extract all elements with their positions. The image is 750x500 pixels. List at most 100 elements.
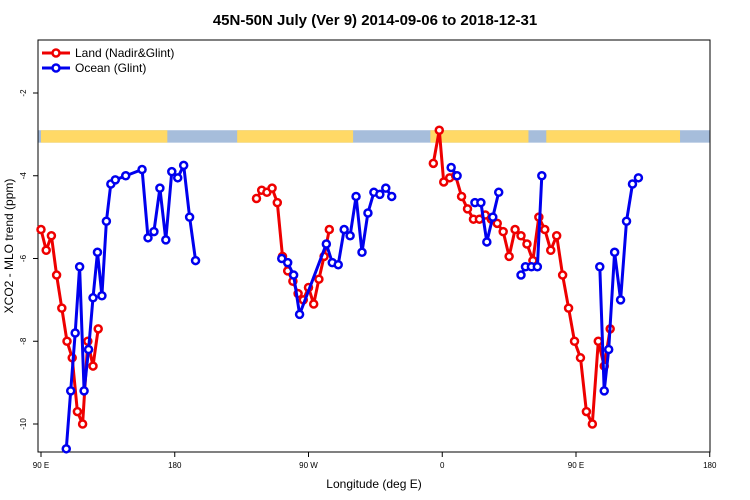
data-point [345, 230, 355, 241]
data-point [609, 247, 620, 258]
data-point [288, 270, 299, 280]
data-point [493, 187, 504, 198]
data-point [545, 245, 556, 255]
land-band-segment [237, 130, 354, 143]
data-point [251, 193, 262, 204]
legend-marker [51, 48, 61, 58]
x-axis-label: Longitude (deg E) [326, 477, 421, 491]
plot-frame [37, 39, 711, 453]
data-point [137, 164, 147, 175]
data-point [272, 197, 283, 208]
land-band-segment [430, 130, 529, 143]
data-point [93, 324, 103, 334]
data-point [363, 208, 373, 218]
data-point [510, 224, 520, 235]
data-point [492, 218, 502, 229]
data-point [575, 353, 586, 363]
y-axis: -2 -4 -6 -8 -10 [19, 89, 38, 430]
data-point [476, 197, 486, 208]
data-point [434, 125, 445, 135]
series-line [64, 163, 198, 449]
data-point [143, 233, 153, 243]
data-point [532, 262, 543, 272]
data-point [446, 162, 456, 173]
y-tick-label: -10 [19, 418, 28, 430]
x-tick-label: 180 [168, 461, 182, 470]
data-point [333, 259, 343, 270]
series-ocean [61, 160, 644, 454]
data-point [178, 160, 189, 171]
series-line [255, 186, 331, 306]
data-point [277, 253, 287, 264]
data-point [595, 262, 605, 272]
data-point [557, 270, 568, 280]
data-point [83, 344, 94, 355]
data-point [551, 230, 562, 241]
data-point [190, 255, 201, 266]
data-point [88, 361, 98, 371]
legend-label: Land (Nadir&Glint) [75, 46, 174, 60]
data-point [321, 239, 332, 249]
data-point [386, 191, 397, 202]
legend: Land (Nadir&Glint)Ocean (Glint) [42, 46, 174, 75]
data-point [92, 247, 103, 258]
x-tick-label: 90 E [33, 461, 49, 470]
series-layer [36, 125, 644, 454]
data-point [593, 336, 604, 346]
y-tick-label: -6 [19, 254, 28, 262]
data-point [70, 328, 80, 338]
data-point [522, 239, 532, 249]
y-tick-label: -4 [19, 172, 28, 180]
x-tick-label: 90 W [299, 461, 318, 470]
data-point [65, 386, 76, 396]
data-point [41, 245, 51, 255]
land-ocean-band [38, 130, 710, 143]
data-point [488, 212, 498, 222]
y-axis-label: XCO2 - MLO trend (ppm) [2, 179, 16, 314]
data-point [462, 204, 473, 214]
data-point [267, 183, 277, 193]
data-point [375, 189, 385, 200]
data-point [615, 295, 626, 305]
data-point [184, 212, 195, 222]
data-point [57, 303, 67, 313]
data-point [621, 216, 632, 227]
data-point [452, 171, 462, 181]
legend-marker [51, 63, 61, 73]
data-point [161, 235, 171, 245]
data-point [482, 237, 492, 247]
x-tick-label: 90 E [568, 461, 584, 470]
data-point [308, 299, 319, 309]
data-point [438, 177, 449, 187]
data-point [540, 224, 550, 235]
x-axis: 90 E 180 90 W 0 90 E 180 [33, 452, 717, 470]
data-point [569, 336, 580, 346]
legend-label: Ocean (Glint) [75, 61, 146, 75]
land-band-segment [41, 130, 168, 143]
data-point [120, 171, 131, 181]
x-tick-label: 0 [440, 461, 445, 470]
data-point [563, 303, 574, 313]
data-point [167, 166, 177, 177]
x-tick-label: 180 [703, 461, 717, 470]
data-point [88, 293, 98, 303]
data-point [155, 183, 165, 193]
data-point [62, 336, 72, 346]
data-point [504, 251, 514, 262]
data-point [72, 406, 83, 417]
data-point [74, 262, 85, 272]
ocean-band [38, 130, 710, 143]
data-point [339, 224, 349, 235]
data-point [77, 419, 88, 429]
data-point [61, 444, 72, 454]
series-line [598, 176, 640, 393]
data-point [456, 191, 467, 202]
data-point [282, 257, 293, 268]
data-point [537, 171, 547, 181]
data-point [110, 175, 121, 185]
land-band-segment [546, 130, 681, 143]
data-point [516, 230, 526, 241]
data-point [381, 183, 391, 193]
data-point [599, 386, 609, 396]
